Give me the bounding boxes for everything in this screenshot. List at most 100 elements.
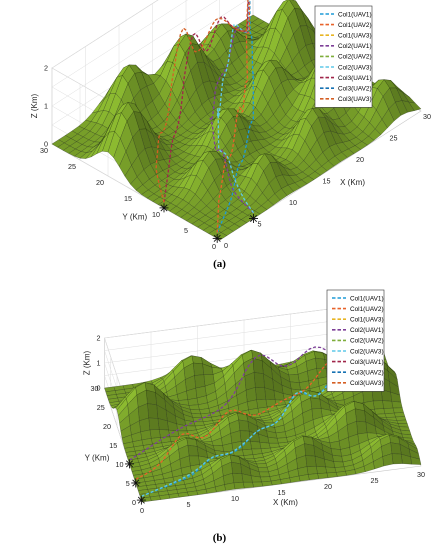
x-tick-label: 15	[278, 488, 286, 497]
x-axis-label: X (Km)	[273, 498, 298, 507]
surface-cell	[231, 461, 242, 474]
chart-panel-a: 0 5 10 15 20 25 30 0 5 10 15 20 25 30 0 1 2 X (Km) Y (Km) Z…	[30, 0, 431, 270]
x-tick-label: 5	[187, 500, 191, 509]
y-tick-label: 20	[96, 178, 104, 187]
y-tick-label: 15	[109, 441, 117, 450]
z-axis-label: Z (Km)	[30, 93, 39, 118]
surface-cell	[275, 431, 287, 439]
surface-cell	[374, 408, 386, 415]
legend-entry: Col2(UAV3)	[338, 64, 372, 71]
surface-cell	[257, 467, 269, 473]
terrain-surface	[51, 0, 422, 241]
start-marker	[136, 495, 146, 505]
surface-cell	[383, 407, 395, 414]
surface-cell	[147, 403, 159, 419]
legend-entry: Col3(UAV3)	[350, 380, 384, 387]
surface-cell	[238, 419, 250, 432]
surface-cell	[243, 454, 255, 460]
start-marker-stroke	[160, 204, 168, 212]
surface-cell	[289, 381, 301, 391]
y-tick-label: 25	[68, 162, 76, 171]
chart-panel-b: 0 5 10 15 20 25 30 0 5 10 15 20 25 30 0 1 2 X (Km) Y (Km) Z…	[0, 280, 439, 550]
x-tick-label: 30	[423, 112, 431, 121]
surface-cell	[382, 400, 394, 409]
surface-cell	[242, 448, 254, 456]
legend-entry: Col3(UAV2)	[338, 86, 372, 93]
z-tick-label: 0	[97, 384, 101, 393]
x-axis-label: X (Km)	[340, 178, 365, 187]
start-marker-stroke	[125, 460, 134, 468]
x-tick-label: 5	[258, 220, 262, 229]
legend-entry: Col2(UAV1)	[338, 43, 372, 50]
surface-cell	[188, 455, 200, 467]
surface-cell	[304, 443, 316, 457]
surface-cell	[255, 387, 266, 400]
legend-entry: Col1(UAV1)	[338, 11, 372, 18]
y-tick-label: 10	[152, 210, 160, 219]
y-tick-label: 30	[40, 146, 48, 155]
surface-cell	[333, 461, 345, 468]
caption-b: (b)	[212, 532, 227, 544]
legend-entry: Col1(UAV1)	[350, 295, 384, 302]
surface-cell	[307, 473, 319, 481]
y-tick-label: 5	[184, 226, 188, 235]
start-marker	[125, 459, 134, 469]
surface-cell	[187, 444, 199, 457]
z-tick-label: 2	[44, 64, 48, 73]
surface-cell	[239, 430, 251, 442]
legend-entry: Col1(UAV3)	[350, 317, 384, 324]
surface-cell	[256, 463, 268, 468]
legend-entry: Col2(UAV3)	[350, 348, 384, 355]
path-Col3(UAV1)	[163, 0, 249, 203]
legend-entry: Col1(UAV3)	[338, 33, 372, 40]
surface-cell	[188, 404, 200, 410]
surface-cell	[193, 362, 204, 376]
legend-entry: Col3(UAV1)	[338, 75, 372, 82]
surface-cell	[395, 416, 407, 421]
y-tick-label: 5	[126, 479, 130, 488]
surface-cell	[391, 401, 403, 409]
x-tick-label: 20	[324, 482, 332, 491]
surface-cell	[396, 419, 408, 424]
path-Col2(UAV1)	[209, 0, 254, 214]
y-tick-label: 25	[97, 403, 105, 412]
x-tick-label: 10	[231, 494, 239, 503]
surface-cell	[191, 413, 203, 419]
surface-cell	[256, 399, 268, 409]
legend-entry: Col1(UAV2)	[350, 306, 384, 313]
legend-box	[326, 289, 385, 392]
legend-entry: Col2(UAV2)	[338, 54, 372, 61]
surface-cell	[392, 407, 404, 414]
z-tick-label: 1	[97, 359, 101, 368]
caption-a: (a)	[213, 258, 226, 270]
surface-cell	[315, 357, 327, 369]
start-marker-stroke	[137, 496, 145, 504]
surface-cell	[168, 429, 180, 438]
surface-cell	[310, 397, 322, 410]
legend-entry: Col3(UAV3)	[338, 96, 372, 103]
start-marker	[159, 203, 169, 213]
surface-cell	[258, 471, 270, 478]
surface-cell	[326, 472, 338, 478]
start-marker	[212, 233, 222, 243]
terrain-surface	[104, 349, 422, 503]
surface-cell	[252, 358, 264, 374]
surface-cell	[391, 453, 403, 465]
surface-cell	[384, 412, 396, 418]
legend: Col1(UAV1) Col1(UAV2) Col1(UAV3) Col2(UAV1)…	[326, 289, 385, 392]
surface-cell	[390, 442, 402, 455]
y-tick-label: 10	[116, 460, 124, 469]
surface-cell	[372, 400, 384, 410]
x-tick-label: 0	[224, 241, 228, 250]
legend-entry: Col3(UAV2)	[350, 370, 384, 377]
legend-entry: Col2(UAV2)	[350, 338, 384, 345]
surface-cell	[148, 417, 160, 431]
legend-box	[314, 5, 373, 108]
surface-cell	[317, 472, 329, 479]
y-tick-label: 15	[124, 194, 132, 203]
z-tick-label: 1	[44, 102, 48, 111]
